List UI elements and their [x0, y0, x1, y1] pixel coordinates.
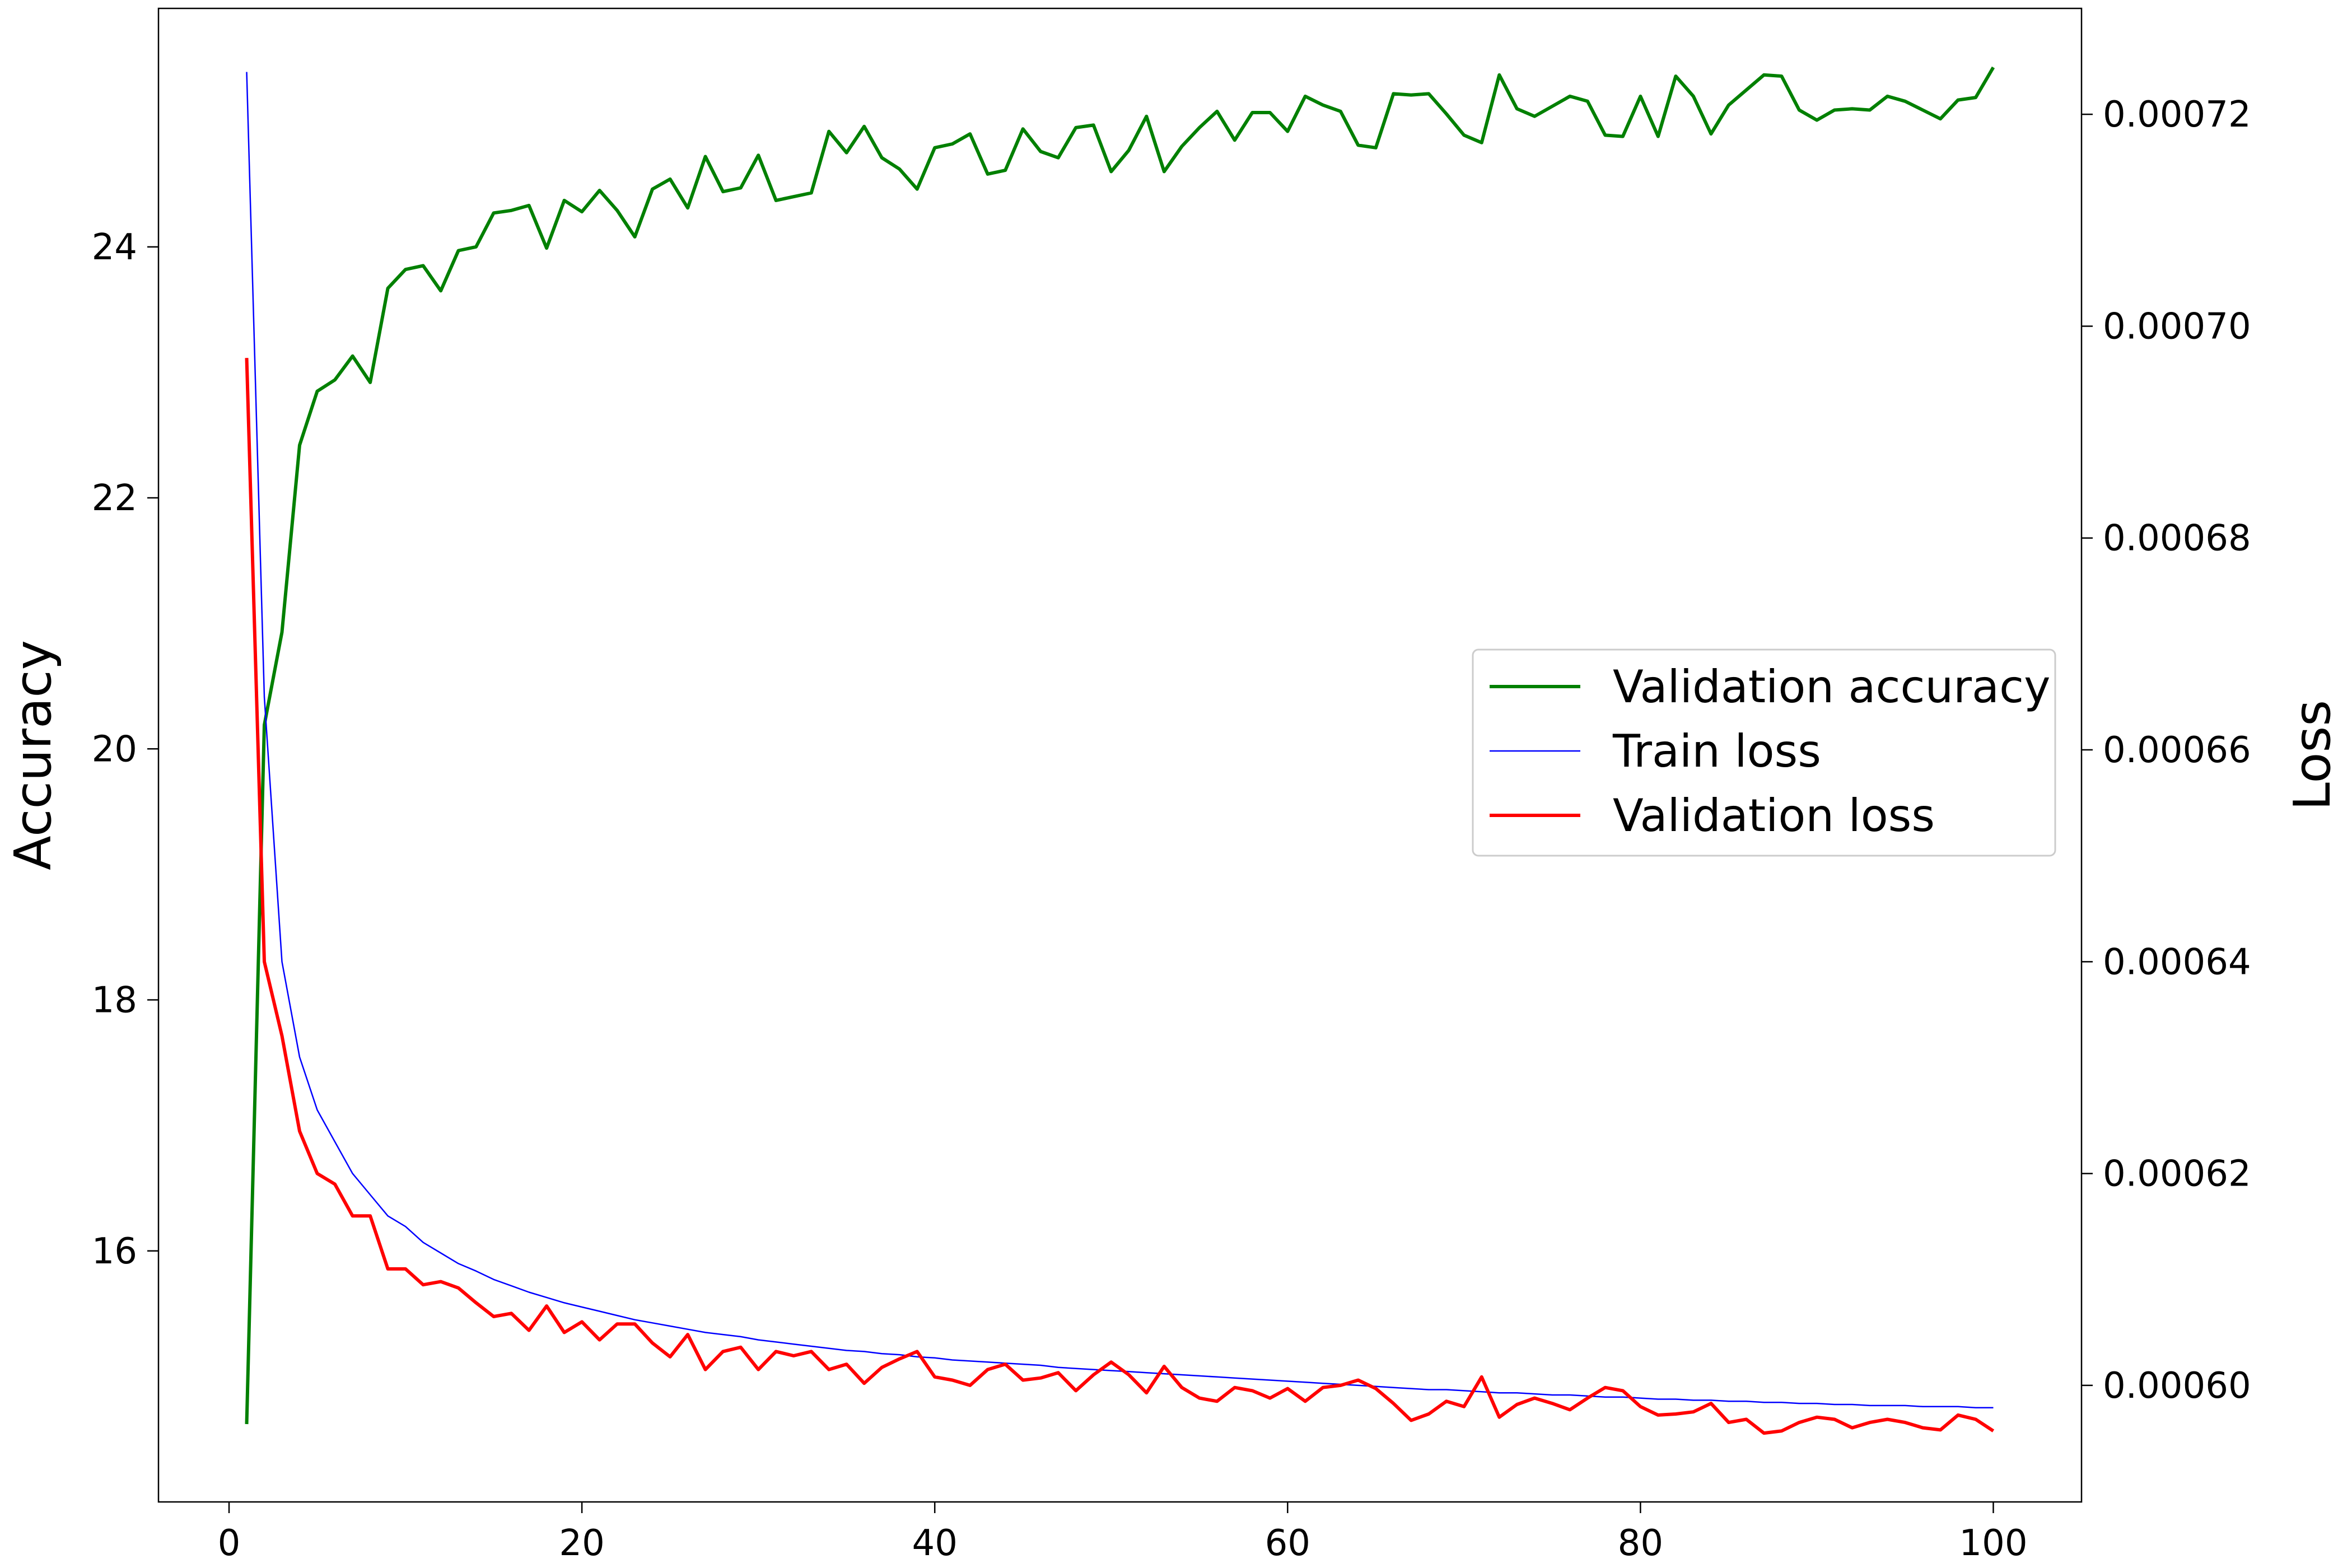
y-right-tick-label: 0.00064: [2103, 941, 2251, 983]
legend-label-validation-accuracy: Validation accuracy: [1613, 661, 2050, 713]
legend-items: Validation accuracy Train loss Validation …: [1490, 661, 2050, 842]
x-tick-label: 80: [1618, 1523, 1663, 1564]
y-axis-right-title: Loss: [2283, 700, 2342, 810]
y-left-tick-label: 18: [92, 980, 137, 1021]
legend: Validation accuracy Train loss Validation …: [1472, 648, 2056, 857]
y-right-tick-label: 0.00066: [2103, 730, 2251, 771]
y-left-tick-label: 22: [92, 478, 137, 519]
y-right-tick-label: 0.00062: [2103, 1154, 2251, 1195]
x-tick-label: 0: [218, 1523, 241, 1564]
series-line-train-loss: [246, 72, 1994, 1408]
y-left-tick-label: 24: [92, 227, 137, 268]
y-right-tick-label: 0.00070: [2103, 306, 2251, 347]
series-line-validation-accuracy: [245, 66, 1995, 1425]
x-tick-label: 40: [912, 1523, 957, 1564]
y-right-tick-label: 0.00072: [2103, 94, 2251, 136]
x-tick-label: 100: [1959, 1523, 2027, 1564]
legend-label-validation-loss: Validation loss: [1613, 790, 1935, 842]
y-left-tick-label: 20: [92, 729, 137, 770]
y-right-tick-label: 0.00068: [2103, 518, 2251, 559]
legend-label-train-loss: Train loss: [1612, 725, 1821, 777]
y-left-tick-label: 16: [92, 1231, 137, 1272]
series-line-validation-loss: [245, 358, 1995, 1435]
x-tick-label: 20: [559, 1523, 604, 1564]
plot-frame: [157, 7, 2083, 1503]
series-layer: [245, 66, 1995, 1435]
y-right-tick-label: 0.00060: [2103, 1365, 2251, 1407]
legend-box: [1472, 648, 2056, 857]
x-tick-label: 60: [1265, 1523, 1310, 1564]
y-axis-left-title: Accuracy: [4, 640, 63, 870]
ticks-layer: 0 20 40 60 80 100 16 18 20 22 24 0.00060 0.00062 0.00…: [92, 94, 2251, 1564]
